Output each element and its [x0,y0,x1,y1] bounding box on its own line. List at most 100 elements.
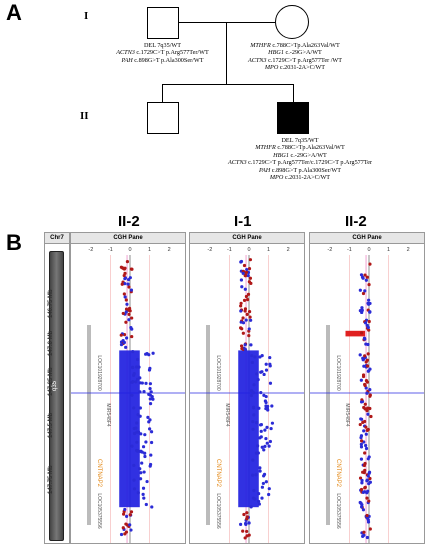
cgh-pane-i-1[interactable]: CGH Pane -2 -1 0 1 2 LOC101928700 CNTNAP2 MIR548… [189,232,305,544]
probe-point [269,426,273,431]
probe-point [363,402,367,406]
probe-point [258,469,262,473]
position-tick-label: 147.0 Mb [48,330,54,356]
axis-tick-label: -1 [227,247,232,253]
probe-point [368,527,372,531]
gene-symbol: ACTN3 [116,49,135,57]
probe-point [121,526,125,530]
probe-point [368,394,372,398]
probe-point [363,383,367,388]
probe-point [367,328,371,332]
probe-point [363,289,367,293]
gene-label: MIR548F4 [105,403,111,427]
sib-drop-right [293,84,295,102]
probe-point [247,327,251,331]
probe-point [130,316,134,320]
probe-point [364,278,368,282]
probe-point [248,315,252,319]
probe-point [363,354,367,358]
axis-tick-label: 1 [267,247,270,253]
loss-segment [238,350,259,508]
gene-label: LOC101928700 [96,355,102,391]
probe-point [259,390,263,395]
probe-point [361,373,366,377]
probe-point [358,309,362,313]
probe-point [251,390,255,394]
probe-point [261,481,265,486]
chromosome-label: Chr7 [45,233,69,244]
probe-point [264,362,268,366]
probe-point [260,496,264,500]
genotype-line: MPO c.2031-2A>C/WT [215,174,385,181]
probe-point [132,478,136,482]
probe-point [135,377,140,381]
genotype-line: HBG1 c.-29G>A/WT [215,152,385,159]
probe-point [143,454,147,459]
probe-point [244,294,249,299]
probe-point [365,409,369,413]
genotype-line: HBG1 c.-29G>A/WT [230,49,360,56]
probe-point [119,532,124,537]
probe-point [122,267,127,271]
gene-track-bar [87,325,91,525]
probe-point [149,440,154,445]
variant-text: c.898G>T p.Ala300Ser/WT [132,56,204,64]
probe-point [265,441,269,445]
probe-point [147,353,151,357]
variant-text: c.788C>Tp.Ala263Val/WT [270,42,340,49]
cgh-pane-ii-2-left[interactable]: CGH Pane -2 -1 0 1 2 LOC101928700 CNTNAP2 MIR548… [70,232,186,544]
probe-point [257,502,261,506]
probe-point [267,487,271,491]
probe-point [130,334,134,339]
probe-point [366,518,370,522]
variant-text: c.1729C>T p.Arg577Ter/c.1729C>T p.Arg577… [246,159,372,167]
probe-point [143,433,147,437]
chromosome-ideogram[interactable] [49,251,64,541]
probe-point [363,468,367,472]
probe-point [267,492,271,497]
gene-symbol: PAH [121,56,133,64]
probe-point [134,380,138,384]
cgh-pane-ii-2-right[interactable]: CGH Pane -2 -1 0 1 2 LOC101928700 CNTNAP2 MIR548… [309,232,425,544]
probe-point [239,259,244,264]
probe-point [270,404,274,408]
probe-point [150,505,154,509]
gene-symbol: ACTN3 [247,56,267,64]
probe-point [129,326,133,330]
probe-point [361,356,365,360]
genotype-line: ACTN3 c.1729C>T p.Arg577Ter/c.1729C>T p.… [215,159,385,166]
probe-point [141,445,146,449]
variant-text: c.1729C>T p.Arg577Ter /WT [266,56,343,64]
probe-point [263,428,267,432]
probe-point [129,528,133,532]
probe-point [253,355,257,359]
sibling-symbol[interactable] [147,102,179,134]
probe-point [128,513,132,517]
proband-symbol[interactable] [277,102,309,134]
probe-point [239,522,243,526]
probe-point [119,343,124,347]
sib-drop-left [162,84,164,102]
sample-title-3: II-2 [345,213,367,230]
axis-tick-label: 1 [148,247,151,253]
probe-point [252,413,256,417]
probe-point [365,496,369,500]
probe-point [243,343,247,347]
probe-point [149,390,153,394]
probe-point [262,448,266,452]
genotype-line: PAH c.898G>T p.Ala300Ser/WT [95,57,230,64]
probe-point [239,278,244,282]
probe-point [260,445,264,449]
probe-point [365,364,370,368]
probe-point [241,529,245,533]
probe-point [124,298,128,302]
sibship-line [162,84,294,86]
probe-point [264,400,268,405]
genotype-line: MTHFR c.788C>Tp.Ala263Val/WT [230,42,360,49]
probe-point [363,321,368,325]
father-symbol[interactable] [147,7,179,39]
mother-symbol[interactable] [275,5,309,39]
probe-point [367,470,372,474]
gene-track-bar [206,325,210,525]
probe-point [368,476,372,481]
